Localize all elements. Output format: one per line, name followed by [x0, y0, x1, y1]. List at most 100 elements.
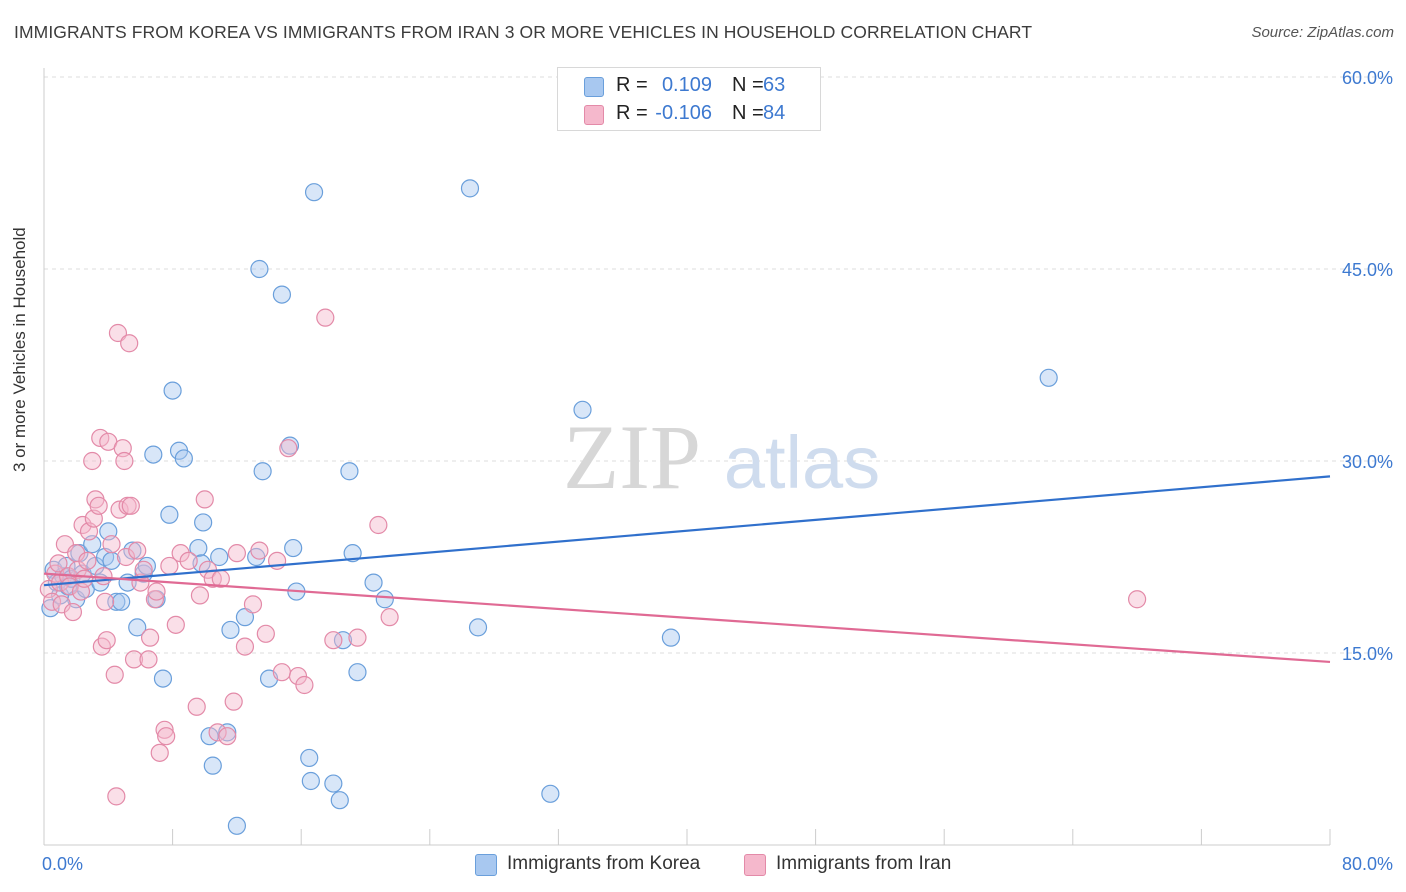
korea-point: [250, 259, 269, 279]
iran-point: [94, 567, 113, 586]
korea-point: [468, 618, 488, 637]
korea-point: [460, 179, 480, 198]
y-axis-label: 3 or more Vehicles in Household: [10, 227, 29, 472]
iran-point: [166, 615, 185, 634]
iran-point: [108, 323, 128, 343]
y-tick-label: 60.0%: [1342, 68, 1393, 88]
iran-point: [121, 496, 140, 515]
y-tick-label: 30.0%: [1342, 452, 1393, 472]
iran-point: [145, 590, 165, 609]
korea-point: [573, 400, 592, 419]
iran-point: [243, 595, 263, 614]
korea-swatch: [584, 77, 604, 97]
korea-legend-swatch: [475, 854, 497, 876]
n-value: 63: [763, 74, 786, 96]
korea-point: [272, 285, 292, 304]
iran-point: [49, 554, 68, 573]
iran-point: [150, 743, 169, 762]
korea-point: [343, 544, 362, 563]
iran-point: [288, 666, 308, 686]
iran-trend-line: [43, 572, 1331, 664]
tick-labels: 15.0% 30.0% 45.0% 60.0% 0.0% 80.0%: [42, 68, 1393, 874]
iran-point: [218, 727, 237, 746]
stats-row-iran: R = -0.106 N = 84: [558, 100, 820, 128]
iran-point: [83, 451, 102, 471]
korea-point: [153, 669, 173, 688]
iran-point: [105, 665, 124, 684]
korea-trend-line: [43, 475, 1331, 587]
iran-point: [63, 602, 83, 622]
iran-point: [115, 451, 134, 471]
korea-point: [41, 599, 60, 618]
stats-legend: R = 0.109 N = 63 R = -0.106 N = 84: [557, 67, 821, 131]
korea-point: [300, 748, 319, 768]
stats-row-korea: R = 0.109 N = 63: [558, 72, 820, 100]
korea-point: [364, 573, 383, 592]
korea-point: [218, 723, 237, 742]
iran-point: [295, 675, 314, 695]
korea-point: [1039, 368, 1058, 387]
iran-point: [256, 624, 275, 643]
korea-point: [330, 791, 349, 810]
legend-label-korea: Immigrants from Korea: [507, 853, 701, 874]
trend-lines: [43, 475, 1331, 664]
korea-point: [333, 631, 353, 650]
korea-point: [541, 784, 560, 803]
iran-point: [78, 551, 97, 570]
iran-point: [147, 582, 166, 601]
korea-point: [160, 505, 179, 524]
iran-point: [120, 334, 139, 353]
iran-point: [139, 650, 158, 669]
iran-swatch: [584, 105, 604, 125]
korea-point: [128, 618, 147, 637]
iran-point: [89, 496, 108, 515]
korea-point: [221, 620, 240, 640]
korea-point: [304, 183, 324, 202]
korea-point: [253, 462, 272, 481]
legend-label-iran: Immigrants from Iran: [776, 853, 952, 874]
n-label: N =: [732, 102, 764, 124]
korea-point: [189, 538, 208, 558]
iran-point: [157, 727, 176, 746]
iran-point: [227, 544, 246, 563]
axes: [43, 68, 1331, 846]
iran-point: [1127, 590, 1147, 609]
watermark-atlas: atlas: [724, 421, 880, 504]
korea-point: [235, 608, 255, 627]
chart-title: IMMIGRANTS FROM KOREA VS IMMIGRANTS FROM…: [14, 22, 1033, 42]
grid-lines: [44, 76, 1394, 654]
y-tick-label: 45.0%: [1342, 260, 1393, 280]
n-value: 84: [763, 102, 786, 124]
iran-point: [97, 631, 116, 650]
iran-legend-swatch: [744, 854, 766, 876]
iran-point: [124, 650, 144, 669]
korea-point: [144, 445, 163, 464]
iran-point: [324, 631, 343, 650]
korea-point: [284, 538, 303, 558]
y-tick-label: 15.0%: [1342, 644, 1393, 664]
x-tick-label-max: 80.0%: [1342, 854, 1393, 874]
korea-point: [163, 381, 182, 400]
korea-point: [661, 628, 681, 647]
iran-point: [128, 541, 147, 560]
iran-point: [116, 547, 136, 567]
iran-point: [107, 787, 126, 806]
iran-point: [195, 490, 214, 509]
data-points: [39, 179, 1147, 835]
korea-point: [210, 547, 229, 567]
korea-point: [112, 592, 131, 611]
iran-point: [316, 308, 335, 327]
korea-point: [348, 663, 367, 682]
x-tick-label-min: 0.0%: [42, 854, 83, 874]
iran-point: [348, 628, 367, 647]
iran-point: [250, 541, 269, 560]
korea-point: [375, 590, 394, 609]
iran-point: [102, 535, 121, 554]
iran-point: [380, 608, 399, 627]
iran-point: [179, 551, 198, 570]
korea-point: [301, 771, 320, 791]
iran-point: [155, 720, 174, 739]
iran-point: [235, 637, 255, 656]
korea-point: [324, 774, 343, 793]
